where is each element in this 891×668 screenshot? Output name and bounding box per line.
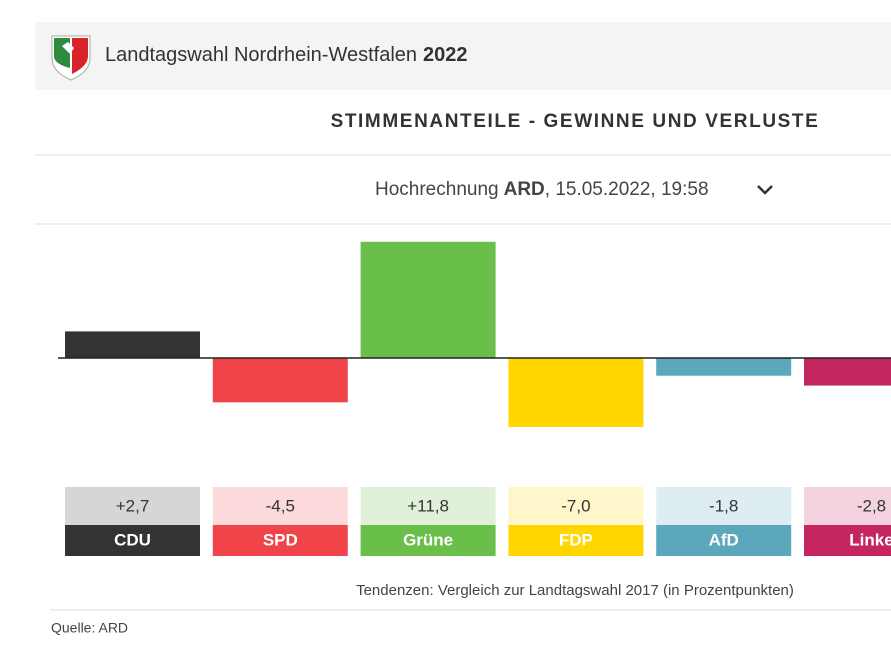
value-box: [360, 487, 496, 525]
value-label: +11,8: [407, 496, 449, 515]
party-label: Linke: [849, 530, 891, 549]
value-label: +2,7: [116, 496, 150, 515]
party-box: [212, 525, 348, 556]
header-band: [35, 22, 891, 90]
bar: [65, 331, 200, 358]
bar: [656, 358, 792, 376]
party-label: FDP: [559, 530, 593, 549]
bar: [360, 241, 496, 358]
bar: [804, 358, 891, 386]
projection-label: Hochrechnung: [375, 179, 499, 200]
party-label: Grüne: [403, 530, 453, 549]
labels: +2,7 CDU -4,5 SPD +11,8 Grüne -7,0 FDP -1,8 AfD -2…: [65, 487, 891, 556]
bar: [508, 358, 644, 427]
source-note: Quelle: ARD: [51, 620, 128, 636]
value-label: -2,8: [857, 496, 886, 515]
value-box: [804, 487, 891, 525]
dropdown-chevron[interactable]: [757, 185, 773, 195]
header-title: Landtagswahl Nordrhein-Westfalen 2022: [105, 44, 468, 66]
party-box: [508, 525, 644, 556]
party-box: [804, 525, 891, 556]
party-label: SPD: [263, 530, 298, 549]
value-label: -1,8: [709, 496, 738, 515]
section-title: STIMMENANTEILE - GEWINNE UND VERLUSTE: [331, 111, 820, 132]
chart-note: Tendenzen: Vergleich zur Landtagswahl 20…: [356, 582, 794, 599]
party-label: CDU: [114, 530, 151, 549]
value-box: [656, 487, 792, 525]
value-label: -4,5: [266, 496, 295, 515]
state-logo: [51, 35, 91, 81]
title-year: 2022: [423, 44, 468, 66]
party-box: [65, 525, 200, 556]
projection-selector[interactable]: Hochrechnung ARD, 15.05.2022, 19:58: [375, 179, 773, 200]
value-label: -7,0: [561, 496, 590, 515]
title-text: Landtagswahl Nordrhein-Westfalen: [105, 44, 417, 66]
bar: [212, 358, 348, 403]
value-box: [212, 487, 348, 525]
party-box: [656, 525, 792, 556]
projection-datetime: , 15.05.2022, 19:58: [545, 179, 709, 200]
party-label: AfD: [709, 530, 739, 549]
bars: [65, 241, 891, 427]
projection-source: ARD: [504, 179, 545, 200]
value-box: [508, 487, 644, 525]
value-box: [65, 487, 200, 525]
projection-text[interactable]: Hochrechnung ARD, 15.05.2022, 19:58: [375, 179, 709, 200]
party-box: [360, 525, 496, 556]
